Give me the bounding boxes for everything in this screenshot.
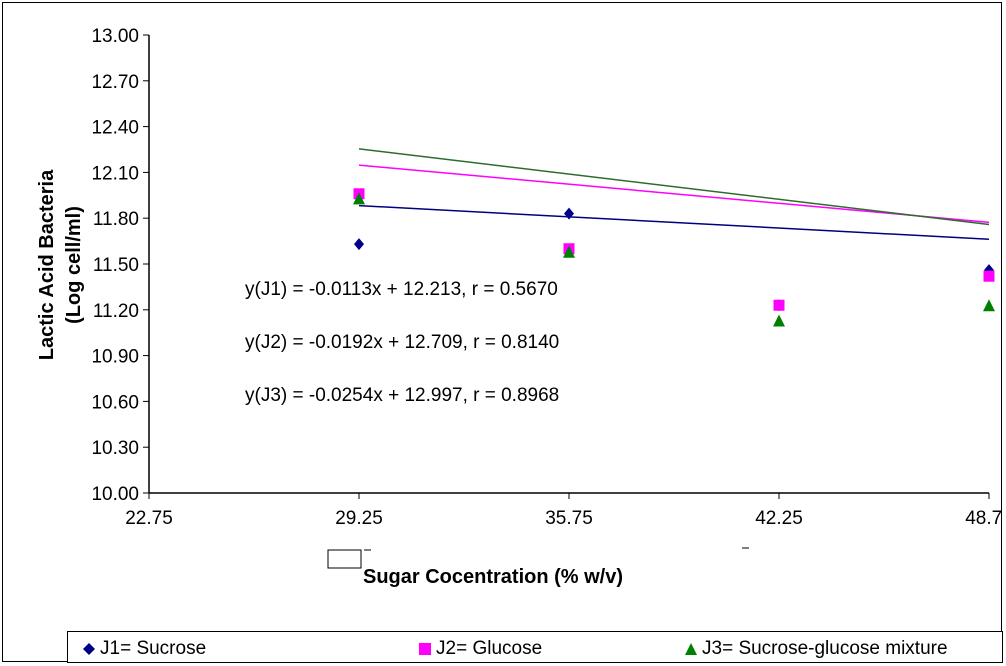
stray-box [327,549,362,569]
scatter-chart: 10.00 10.30 10.60 10.90 11.20 11.50 11.80 12.10… [36,26,1003,588]
legend-marker-triangle [685,643,697,655]
regression-equation: y(J3) = -0.0254x + 12.997, r = 0.8968 [245,385,559,406]
x-tick-label: 48.75 [965,508,1003,529]
y-axis-title: Lactic Acid Bacteria [36,169,58,360]
data-point-triangle [983,299,995,312]
data-point-diamond [564,207,574,220]
y-tick-label: 13.00 [91,26,139,47]
y-tick-label: 11.50 [93,255,139,276]
trend-line [358,164,990,224]
y-tick-label: 10.60 [91,392,139,413]
y-axis-title: (Log cell/ml) [63,206,85,324]
trend-line [358,148,990,226]
data-point-triangle [773,314,785,327]
data-point-square [983,270,995,282]
legend-marker-diamond [83,643,95,655]
y-tick-label: 12.10 [91,163,139,184]
y-tick-label: 10.90 [91,347,139,368]
trend-line [358,204,990,240]
legend-marker-square [419,643,431,655]
x-tick-label: 42.25 [755,508,803,529]
y-tick-label: 10.30 [91,438,139,459]
regression-equation: y(J2) = -0.0192x + 12.709, r = 0.8140 [245,332,559,353]
x-tick-label: 35.75 [545,508,593,529]
legend-item-j2: J2= Glucose [418,638,542,660]
data-point-triangle [353,192,365,205]
x-tick-label: 22.75 [125,508,173,529]
legend-item-j1: J1= Sucrose [82,638,206,660]
legend: J1= Sucrose J2= Glucose J3= Sucrose-gluc… [67,631,1003,663]
legend-label: J1= Sucrose [100,638,207,659]
legend-label: J2= Glucose [436,638,543,659]
y-tick-label: 11.20 [93,301,139,322]
y-tick-label: 12.70 [91,72,139,93]
legend-item-j3: J3= Sucrose-glucose mixture [684,638,948,660]
regression-equation: y(J1) = -0.0113x + 12.213, r = 0.5670 [245,279,558,300]
y-tick-label: 10.00 [91,484,139,505]
x-tick-label: 29.25 [335,508,383,529]
y-tick-label: 11.80 [93,209,139,230]
data-point-triangle [563,245,575,258]
data-point-diamond [354,238,364,251]
data-point-square [773,299,785,311]
y-tick-label: 12.40 [91,118,139,139]
x-axis-title: Sugar Cocentration (% w/v) [363,566,623,588]
legend-label: J3= Sucrose-glucose mixture [702,638,948,659]
